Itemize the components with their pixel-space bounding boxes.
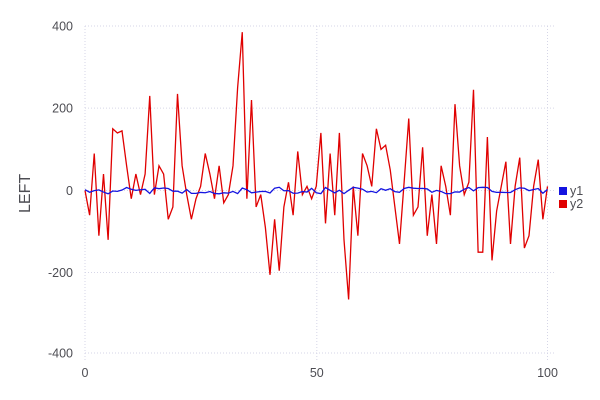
svg-text:-200: -200 bbox=[48, 266, 73, 280]
svg-text:0: 0 bbox=[66, 184, 73, 198]
svg-text:y2: y2 bbox=[570, 197, 583, 211]
svg-text:200: 200 bbox=[52, 102, 73, 116]
svg-text:50: 50 bbox=[310, 366, 324, 380]
svg-text:-400: -400 bbox=[48, 347, 73, 361]
svg-text:y1: y1 bbox=[570, 184, 583, 198]
svg-text:400: 400 bbox=[52, 20, 73, 34]
svg-text:0: 0 bbox=[82, 366, 89, 380]
svg-text:100: 100 bbox=[537, 366, 558, 380]
